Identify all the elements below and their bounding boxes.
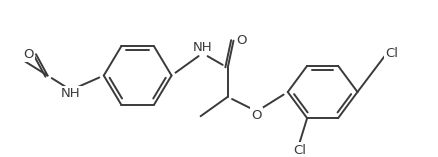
Text: O: O	[23, 48, 33, 61]
Text: Cl: Cl	[293, 144, 306, 157]
Text: O: O	[236, 34, 247, 47]
Text: NH: NH	[193, 41, 212, 54]
Text: NH: NH	[61, 87, 81, 100]
Text: Cl: Cl	[385, 47, 398, 60]
Text: O: O	[251, 109, 262, 122]
